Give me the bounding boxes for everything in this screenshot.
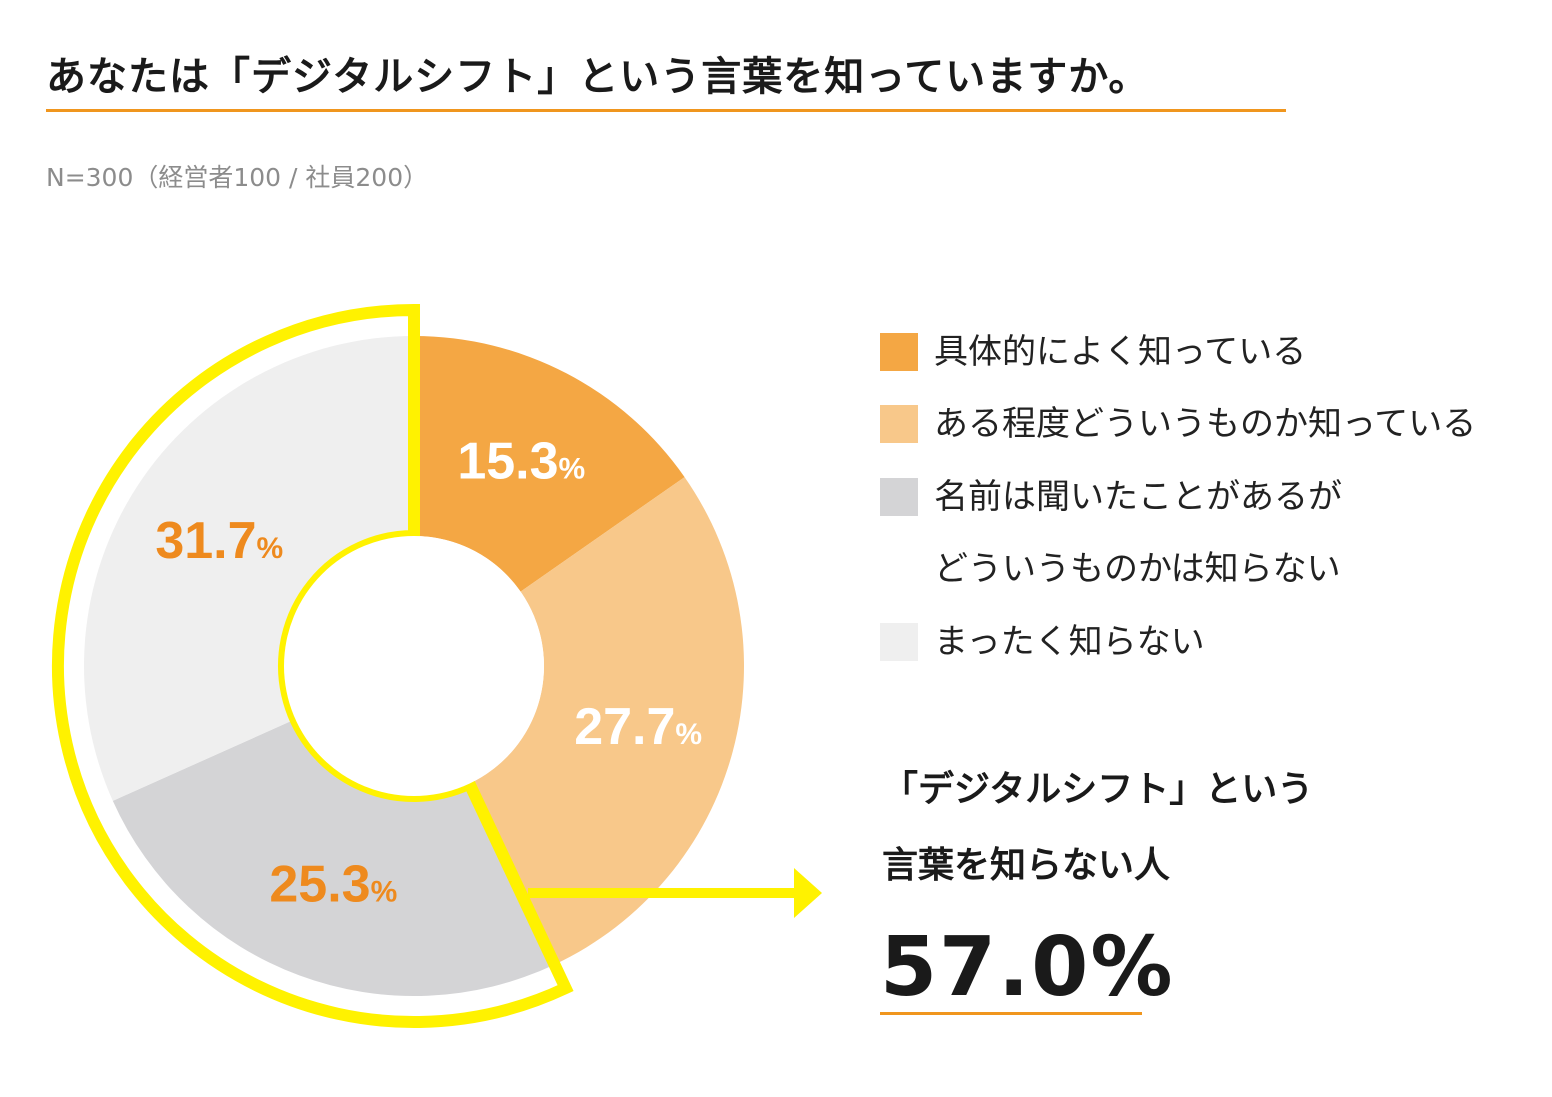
data-label-well-known: 15.3%: [457, 432, 585, 490]
sample-size-note: N=300（経営者100 / 社員200）: [46, 163, 429, 192]
data-label-somewhat-known: 27.7%: [574, 698, 702, 756]
callout-line1: 「デジタルシフト」という: [882, 769, 1314, 810]
legend-swatch-not-known: [880, 623, 918, 661]
callout-line2: 言葉を知らない人: [882, 845, 1171, 886]
legend-swatch-heard-name: [880, 478, 918, 516]
legend-swatch-well-known: [880, 333, 918, 371]
donut-chart: 15.3% 27.7% 25.3% 31.7%: [52, 303, 822, 1028]
data-label-heard-name: 25.3%: [269, 856, 397, 914]
data-label-not-known: 31.7%: [155, 512, 283, 570]
title-underline: [46, 109, 1286, 112]
legend-label-heard-name-line2: どういうものかは知らない: [934, 549, 1341, 589]
slice-heard-name: [112, 719, 555, 996]
donut-hole: [284, 536, 544, 796]
legend-label-well-known: 具体的によく知っている: [934, 332, 1307, 372]
chart-title: あなたは「デジタルシフト」という言葉を知っていますか。: [46, 54, 1150, 100]
slice-not-known: [84, 336, 414, 801]
callout-value-underline: [880, 1012, 1142, 1015]
slice-well-known: [414, 336, 685, 592]
legend-swatch-somewhat-known: [880, 405, 918, 443]
callout-arrow-head: [794, 868, 822, 918]
legend-label-not-known: まったく知らない: [934, 622, 1205, 662]
legend-label-somewhat-known: ある程度どういうものか知っている: [934, 404, 1477, 444]
slice-somewhat-known: [469, 477, 744, 965]
callout-value: 57.0%: [880, 920, 1175, 1015]
legend-label-heard-name-line1: 名前は聞いたことがあるが: [934, 477, 1342, 517]
